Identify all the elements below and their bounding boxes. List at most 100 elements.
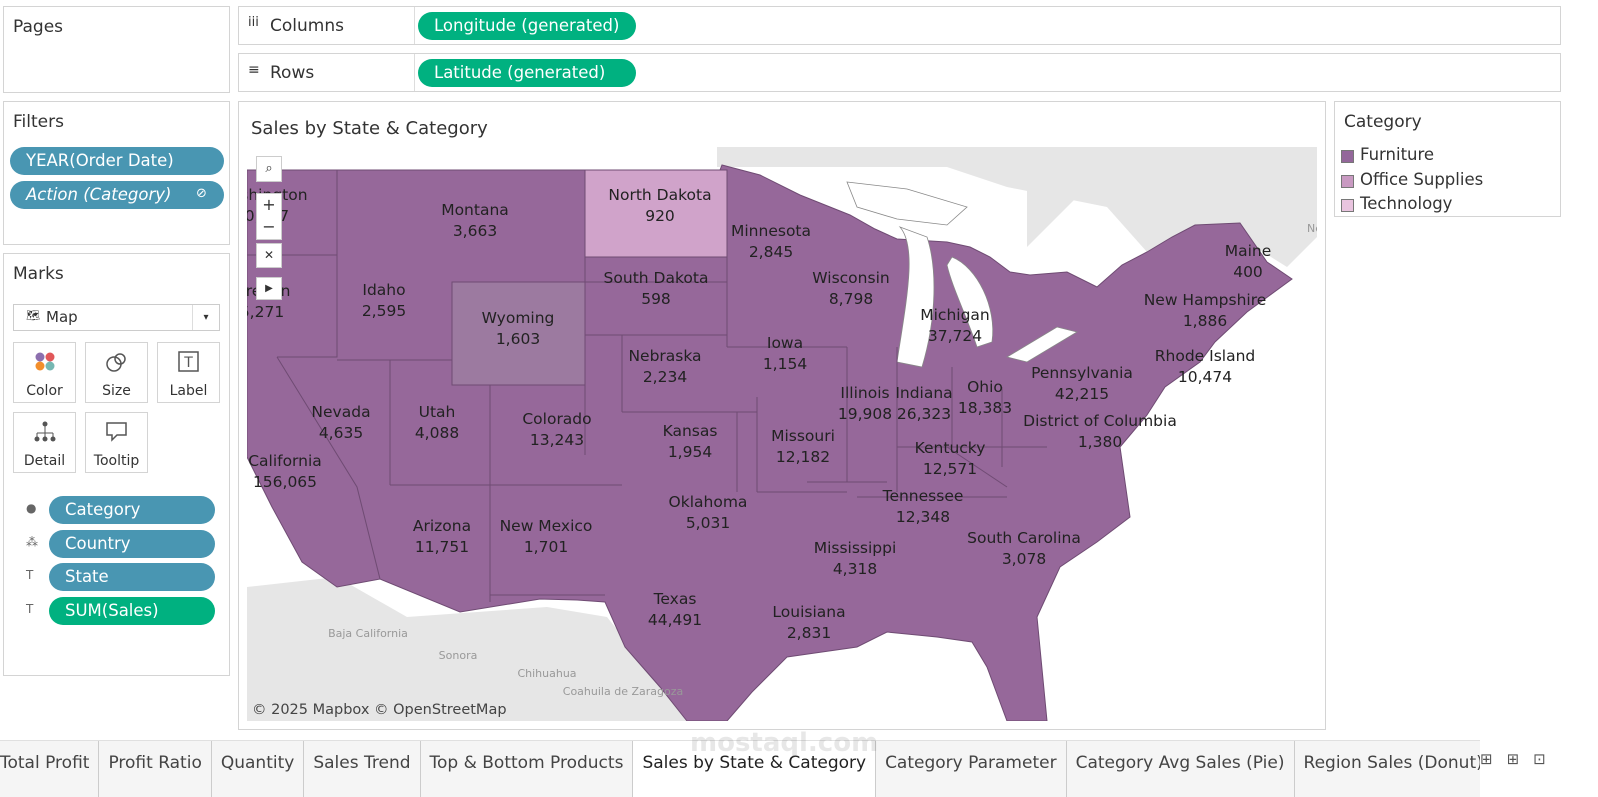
state-value: 1,603 — [496, 330, 540, 348]
state-value: 2,234 — [643, 368, 687, 386]
map[interactable]: Washington50,537Oregon5,271Montana3,663N… — [247, 147, 1317, 721]
sheet-tabs: Total Profit Profit Ratio Quantity Sales Tr… — [0, 740, 1480, 797]
legend-swatch — [1341, 174, 1354, 188]
sheet-tab[interactable]: Profit Ratio — [99, 741, 212, 797]
state-value: 13,243 — [530, 431, 584, 449]
state-name: Pennsylvania — [1031, 364, 1133, 382]
state-name: Illinois — [840, 384, 889, 402]
sheet-tab[interactable]: Region Sales (Donut) — [1295, 741, 1480, 797]
legend-title: Category — [1344, 112, 1422, 132]
state-value: 1,154 — [763, 355, 807, 373]
marks-pill[interactable]: Country — [49, 529, 215, 558]
columns-pill[interactable]: Longitude (generated) — [418, 12, 636, 40]
button-label: Color — [26, 383, 63, 399]
toolbar-expand[interactable]: ▶ — [256, 277, 282, 300]
basemap-label: New Brunswick — [1307, 222, 1317, 235]
pill-icon: ● — [26, 501, 37, 515]
basemap-label: Baja California — [328, 627, 408, 640]
state-name: New Hampshire — [1144, 291, 1267, 309]
rows-icon: ≡ — [248, 62, 260, 78]
pin-button[interactable]: ✕ — [256, 243, 282, 268]
state-name: Louisiana — [772, 603, 845, 621]
lake-erie — [1005, 326, 1079, 363]
rows-label: Rows — [270, 63, 315, 83]
button-icon — [35, 352, 55, 371]
sheet-tab[interactable]: Sales by State & Category — [633, 741, 877, 797]
state-value: 42,215 — [1055, 385, 1109, 403]
button-icon — [106, 353, 126, 372]
marks-button[interactable]: T Label — [157, 342, 220, 403]
basemap-label: Coahuila de Zaragoza — [563, 685, 683, 698]
state-name: Colorado — [522, 410, 591, 428]
watermark: mostaql.com — [690, 728, 879, 758]
state-name: Maine — [1225, 242, 1272, 260]
marks-pill[interactable]: State — [49, 563, 215, 591]
state-name: Wyoming — [482, 309, 555, 327]
state-name: Tennessee — [882, 487, 964, 505]
mark-type: Map — [46, 308, 78, 326]
state-name: District of Columbia — [1023, 412, 1177, 430]
search-button[interactable]: ⌕ — [256, 156, 282, 182]
state-value: 3,663 — [453, 222, 497, 240]
legend-item[interactable]: Furniture — [1341, 145, 1551, 165]
sheet-tab[interactable]: Sales Trend — [304, 741, 421, 797]
state-value: 2,595 — [362, 302, 406, 320]
marks-button[interactable]: Size — [85, 342, 148, 403]
state-name: Michigan — [920, 306, 990, 324]
lake-huron — [946, 256, 994, 348]
color-legend: Category Furniture Office Supplies Technol… — [1334, 101, 1561, 217]
columns-shelf: iii Columns Longitude (generated) — [238, 6, 1561, 45]
state-value: 18,383 — [958, 399, 1012, 417]
marks-pill[interactable]: SUM(Sales) — [49, 596, 215, 625]
pages-title: Pages — [13, 17, 64, 37]
button-label: Size — [102, 383, 131, 399]
marks-button[interactable]: Tooltip — [85, 412, 148, 473]
filters-title: Filters — [13, 112, 64, 132]
mark-type-dropdown[interactable]: 🗺 Map ▾ — [13, 304, 220, 331]
map-icon: 🗺 — [26, 309, 40, 322]
state-name: Rhode Island — [1155, 347, 1256, 365]
state-name: North Dakota — [608, 186, 711, 204]
marks-pill[interactable]: Category — [49, 496, 215, 524]
state-value: 1,380 — [1078, 433, 1122, 451]
sheet-tab[interactable]: Category Parameter — [876, 741, 1067, 797]
columns-label: Columns — [270, 16, 344, 36]
state-name: Oklahoma — [669, 493, 748, 511]
state-name: Minnesota — [731, 222, 811, 240]
state-value: 4,088 — [415, 424, 459, 442]
state-name: Kentucky — [915, 439, 986, 457]
state-value: 1,701 — [524, 538, 568, 556]
state-value: 19,908 — [838, 405, 892, 423]
state-value: 8,798 — [829, 290, 873, 308]
legend-item[interactable]: Office Supplies — [1341, 170, 1551, 190]
pages-shelf: Pages — [3, 6, 230, 93]
marks-button[interactable]: Color — [13, 342, 76, 403]
sheet-tab[interactable]: Top & Bottom Products — [421, 741, 634, 797]
state-name: Nebraska — [628, 347, 701, 365]
legend-label: Office Supplies — [1360, 169, 1484, 189]
state-value: 1,886 — [1183, 312, 1227, 330]
zoom-controls[interactable]: + − — [256, 193, 282, 240]
state-name: Missouri — [771, 427, 835, 445]
map-attribution: © 2025 Mapbox © OpenStreetMap — [252, 702, 507, 718]
legend-item[interactable]: Technology — [1341, 194, 1551, 214]
sheet-tab[interactable]: Quantity — [212, 741, 305, 797]
state-name: South Carolina — [967, 529, 1081, 547]
state-value: 400 — [1233, 263, 1263, 281]
rows-pill[interactable]: Latitude (generated) — [418, 59, 636, 87]
marks-button[interactable]: Detail — [13, 412, 76, 473]
mexico-land — [247, 577, 687, 721]
new-sheet-icons[interactable]: ⊞⊞⊡ — [1480, 750, 1560, 768]
state-name: Indiana — [895, 384, 952, 402]
state-name: Ohio — [967, 378, 1003, 396]
filter-pill[interactable]: Action (Category) — [10, 181, 224, 209]
sheet-tab[interactable]: Total Profit — [0, 741, 100, 797]
state-value: 1,954 — [668, 443, 712, 461]
filter-pill[interactable]: YEAR(Order Date) — [10, 147, 224, 175]
sheet-tab[interactable]: Category Avg Sales (Pie) — [1067, 741, 1295, 797]
legend-swatch — [1341, 150, 1354, 163]
rows-shelf: ≡ Rows Latitude (generated) — [238, 53, 1561, 92]
state-name: California — [248, 452, 322, 470]
basemap-label: Chihuahua — [517, 667, 576, 680]
